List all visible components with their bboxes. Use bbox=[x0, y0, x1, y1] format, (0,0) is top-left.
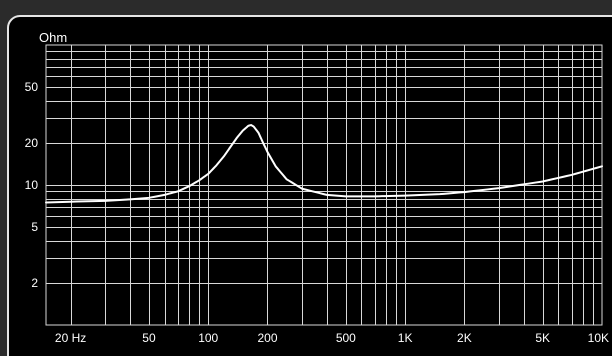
x-tick-labels: 20 Hz 50 100 200 500 1K 2K 5K 10K bbox=[55, 331, 609, 345]
x-tick-label: 200 bbox=[257, 331, 277, 345]
x-tick-label: 500 bbox=[336, 331, 356, 345]
x-tick-label: 50 bbox=[142, 331, 156, 345]
x-tick-label: 10K bbox=[588, 331, 609, 345]
x-tick-label: 20 Hz bbox=[55, 331, 86, 345]
y-tick-label: 50 bbox=[25, 80, 39, 94]
y-tick-label: 2 bbox=[31, 276, 38, 290]
y-tick-label: 5 bbox=[31, 220, 38, 234]
plot-frame bbox=[45, 44, 603, 326]
y-tick-labels: 2 5 10 20 50 bbox=[25, 80, 39, 290]
y-tick-label: 20 bbox=[25, 136, 39, 150]
x-tick-label: 2K bbox=[457, 331, 472, 345]
x-tick-label: 100 bbox=[198, 331, 218, 345]
x-tick-label: 1K bbox=[398, 331, 413, 345]
impedance-curve bbox=[45, 124, 603, 204]
y-axis-label: Ohm bbox=[39, 30, 67, 45]
y-tick-label: 10 bbox=[25, 178, 39, 192]
x-tick-label: 5K bbox=[535, 331, 550, 345]
